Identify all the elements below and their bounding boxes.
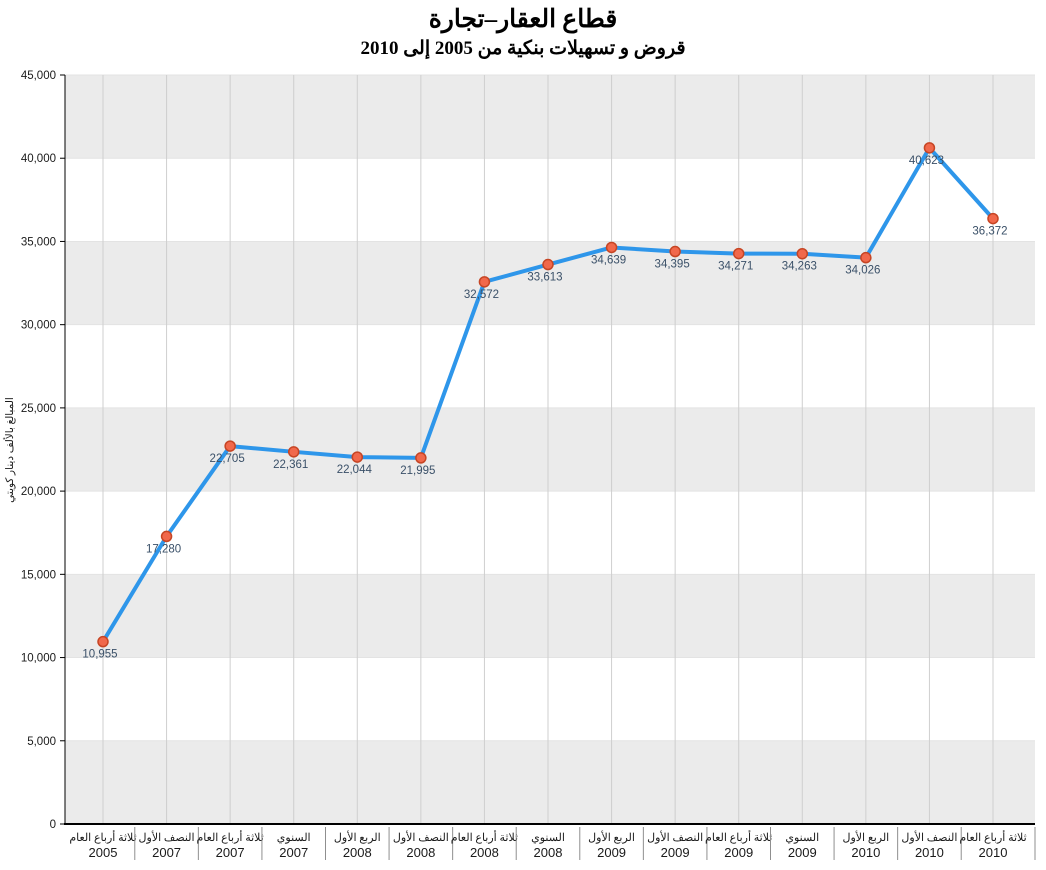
plot-band bbox=[65, 158, 1035, 242]
x-tick-period: السنوي bbox=[277, 832, 311, 844]
data-point-label: 33,613 bbox=[527, 272, 562, 284]
data-point bbox=[160, 530, 173, 543]
data-point bbox=[796, 247, 809, 260]
plot-band bbox=[65, 574, 1035, 658]
plot-band bbox=[65, 241, 1035, 325]
data-point-label: 34,263 bbox=[782, 261, 817, 273]
x-tick-period: ثلاثة أرباع العام bbox=[196, 830, 263, 844]
y-tick-label: 5,000 bbox=[27, 736, 56, 748]
x-tick-period: الربع الأول bbox=[842, 830, 889, 844]
y-tick-label: 30,000 bbox=[21, 320, 56, 332]
data-point bbox=[669, 245, 681, 258]
x-tick-year: 2010 bbox=[915, 845, 944, 860]
x-tick-year: 2005 bbox=[89, 845, 118, 860]
data-point-label: 22,361 bbox=[273, 459, 308, 471]
y-tick-label: 25,000 bbox=[21, 403, 56, 415]
data-point bbox=[287, 446, 300, 458]
data-point-label: 34,271 bbox=[718, 261, 753, 273]
data-point bbox=[860, 251, 872, 264]
data-point bbox=[224, 440, 236, 452]
data-point-label: 21,995 bbox=[400, 465, 435, 477]
x-tick-period: ثلاثة أرباع العام bbox=[959, 830, 1026, 844]
data-point bbox=[987, 212, 999, 225]
chart-title: قطاع العقار–تجارة bbox=[428, 6, 618, 33]
x-tick-period: النصف الأول bbox=[393, 830, 449, 844]
data-point bbox=[351, 451, 364, 463]
x-tick-period: السنوي bbox=[531, 832, 565, 844]
y-tick-label: 10,000 bbox=[21, 653, 56, 665]
plot-band bbox=[65, 491, 1035, 575]
data-point bbox=[542, 258, 554, 271]
x-tick-year: 2007 bbox=[152, 845, 181, 860]
y-tick-label: 15,000 bbox=[21, 569, 56, 581]
data-point-label: 32,572 bbox=[464, 289, 499, 301]
y-tick-label: 0 bbox=[50, 819, 56, 831]
plot-band bbox=[65, 740, 1035, 824]
data-point-label: 17,280 bbox=[146, 543, 181, 555]
x-tick-period: ثلاثة أرباع العام bbox=[451, 830, 518, 844]
data-point-label: 34,395 bbox=[655, 259, 690, 271]
y-axis-title: المبالغ بالألف دينار كويتي bbox=[2, 397, 16, 503]
y-tick-label: 45,000 bbox=[21, 70, 56, 82]
plot-band bbox=[65, 657, 1035, 741]
x-tick-year: 2010 bbox=[851, 845, 880, 860]
plot-band bbox=[65, 324, 1035, 408]
x-tick-period: النصف الأول bbox=[901, 830, 957, 844]
plot-band bbox=[65, 75, 1035, 159]
y-tick-label: 20,000 bbox=[21, 486, 56, 498]
x-tick-period: ثلاثة أرباع العام bbox=[69, 830, 136, 844]
x-tick-year: 2007 bbox=[279, 845, 308, 860]
x-tick-year: 2009 bbox=[597, 845, 626, 860]
x-tick-period: النصف الأول bbox=[647, 830, 703, 844]
data-point-label: 34,026 bbox=[845, 265, 880, 277]
x-tick-year: 2008 bbox=[470, 845, 499, 860]
chart-subtitle: قروض و تسهيلات بنكية من 2005 إلى 2010 bbox=[360, 38, 686, 59]
data-point bbox=[478, 276, 491, 288]
data-point bbox=[605, 241, 618, 254]
x-tick-year: 2009 bbox=[661, 845, 690, 860]
data-point-label: 34,639 bbox=[591, 254, 626, 266]
x-tick-year: 2008 bbox=[534, 845, 563, 860]
data-point bbox=[415, 452, 427, 464]
data-point bbox=[97, 635, 109, 648]
x-tick-year: 2010 bbox=[979, 845, 1008, 860]
y-tick-label: 40,000 bbox=[21, 153, 56, 165]
x-tick-year: 2009 bbox=[788, 845, 817, 860]
x-tick-year: 2008 bbox=[406, 845, 435, 860]
data-point-label: 22,044 bbox=[337, 464, 373, 476]
data-point-label: 40,623 bbox=[909, 155, 944, 167]
x-tick-year: 2007 bbox=[216, 845, 245, 860]
data-point bbox=[732, 247, 745, 260]
y-tick-label: 35,000 bbox=[21, 236, 56, 248]
x-tick-period: الربع الأول bbox=[588, 830, 635, 844]
data-point-label: 36,372 bbox=[972, 226, 1007, 238]
x-tick-period: النصف الأول bbox=[139, 830, 195, 844]
x-tick-period: الربع الأول bbox=[334, 830, 381, 844]
plot-band bbox=[65, 407, 1035, 492]
x-tick-period: السنوي bbox=[785, 832, 819, 844]
x-tick-year: 2009 bbox=[724, 845, 753, 860]
data-point bbox=[923, 142, 936, 154]
x-tick-year: 2008 bbox=[343, 845, 372, 860]
data-point-label: 22,705 bbox=[210, 453, 245, 465]
x-tick-period: ثلاثة أرباع العام bbox=[705, 830, 772, 844]
data-point-label: 10,955 bbox=[82, 649, 117, 661]
